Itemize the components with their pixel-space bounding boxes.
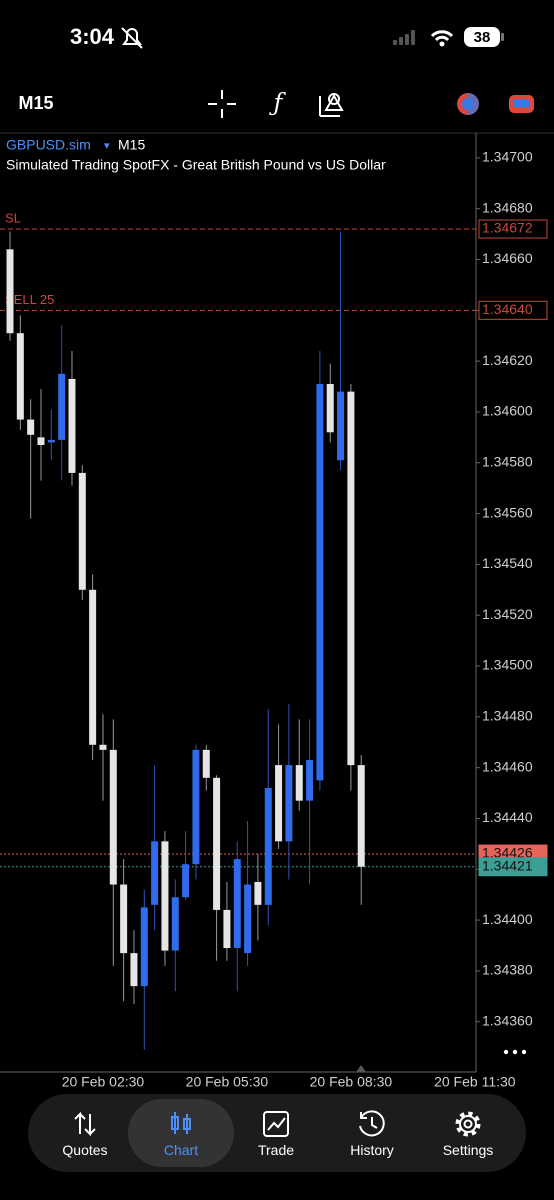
y-tick-label: 1.34360 (482, 1012, 533, 1028)
y-tick-label: 1.34580 (482, 453, 533, 469)
candle-body (223, 909, 231, 949)
x-tick-label: 20 Feb 11:30 (434, 1074, 516, 1090)
battery-level: 38 (474, 29, 491, 46)
price-level-label: 1.34640 (482, 301, 533, 317)
candle-body (264, 787, 272, 905)
price-level-label: 1.34421 (482, 857, 533, 873)
y-tick-label: 1.34500 (482, 657, 533, 673)
y-tick-label: 1.34680 (482, 199, 533, 215)
wifi-dot (439, 41, 445, 47)
indicators-button[interactable]: ƒ (269, 89, 287, 117)
candle-body (326, 383, 334, 433)
price-level-box (478, 219, 548, 239)
candle-body (347, 391, 355, 766)
y-tick-label: 1.34520 (482, 606, 533, 622)
y-tick-label: 1.34700 (482, 149, 533, 165)
crosshair-button[interactable] (208, 90, 236, 118)
account-button[interactable] (457, 93, 479, 115)
price-level-label: 1.34426 (482, 845, 533, 861)
candle-body (254, 881, 262, 905)
tab-label: Quotes (62, 1142, 108, 1158)
candle-body (47, 439, 55, 443)
quotes-icon[interactable] (74, 1111, 96, 1137)
active-tab-highlight (128, 1099, 234, 1167)
symbol-dropdown[interactable]: ▾ (104, 140, 110, 152)
chart-timeframe: M15 (118, 137, 145, 153)
y-tick-label: 1.34600 (482, 403, 533, 419)
candle-body (78, 472, 86, 590)
trade-button[interactable] (509, 95, 534, 113)
timeframe-button[interactable]: M15 (18, 93, 53, 113)
candle-body (316, 383, 324, 781)
settings-icon[interactable] (455, 1111, 481, 1137)
wifi-icon (430, 30, 454, 42)
battery-icon (464, 27, 500, 47)
candle-body (6, 249, 14, 334)
candle-body (68, 378, 76, 473)
candle-body (357, 765, 365, 867)
y-tick-label: 1.34440 (482, 809, 533, 825)
candle-body (337, 391, 345, 461)
status-time: 3:04 (70, 24, 115, 49)
candle-body (285, 765, 293, 842)
y-tick-label: 1.34480 (482, 708, 533, 724)
candle-body (306, 760, 314, 801)
y-tick-label: 1.34660 (482, 250, 533, 266)
trade-icon[interactable] (263, 1111, 289, 1137)
candle-body (213, 777, 221, 910)
candle-body (37, 437, 45, 445)
price-level-name: SELL 25 (5, 292, 54, 307)
chart-subtitle: Simulated Trading SpotFX - Great British… (6, 157, 386, 173)
history-icon[interactable] (359, 1110, 385, 1137)
candle-body (109, 749, 117, 885)
candle-body (16, 333, 24, 420)
x-tick-label: 20 Feb 02:30 (62, 1074, 145, 1090)
chart-icon[interactable] (171, 1112, 191, 1134)
y-tick-label: 1.34540 (482, 555, 533, 571)
tab-label: History (350, 1142, 394, 1158)
candle-body (182, 864, 190, 898)
candle-body (130, 953, 138, 987)
candle-body (120, 884, 128, 954)
candle-body (89, 589, 97, 745)
objects-button[interactable] (319, 93, 344, 117)
candle-body (140, 907, 148, 987)
tab-label: Chart (163, 1142, 199, 1158)
candle-body (202, 749, 210, 778)
price-level-label: 1.34672 (482, 220, 533, 236)
price-level-box (478, 857, 548, 877)
candle-body (151, 841, 159, 905)
candle-body (275, 765, 283, 842)
candle-body (58, 373, 66, 440)
x-tick-label: 20 Feb 08:30 (310, 1074, 393, 1090)
candle-body (161, 841, 169, 951)
price-level-name: SL (5, 210, 21, 225)
tab-label: Settings (442, 1142, 494, 1158)
y-tick-label: 1.34380 (482, 962, 533, 978)
candle-body (192, 749, 200, 865)
y-tick-label: 1.34620 (482, 352, 533, 368)
x-tick-label: 20 Feb 05:30 (186, 1074, 269, 1090)
candle-body (244, 884, 252, 954)
more-button[interactable] (503, 1049, 527, 1055)
battery-tip (501, 33, 504, 41)
signal-icon (393, 30, 415, 45)
symbol[interactable]: GBPUSD.sim (6, 137, 91, 153)
candle-body (295, 765, 303, 801)
mute-icon (121, 27, 143, 49)
candle-body (233, 859, 241, 949)
tab-label: Trade (257, 1142, 295, 1158)
candle-body (99, 744, 107, 750)
candle-body (27, 419, 35, 435)
y-tick-label: 1.34400 (482, 911, 533, 927)
y-tick-label: 1.34560 (482, 504, 533, 520)
price-level-box (478, 300, 548, 320)
candle-body (171, 897, 179, 951)
tab-bar (28, 1094, 526, 1172)
y-tick-label: 1.34460 (482, 758, 533, 774)
scroll-marker (356, 1065, 366, 1072)
